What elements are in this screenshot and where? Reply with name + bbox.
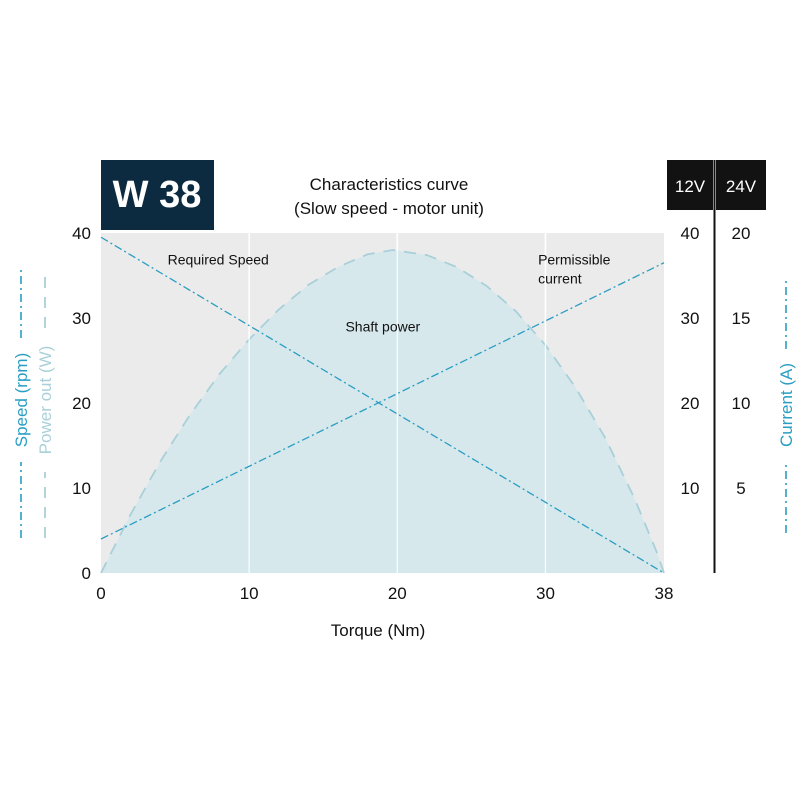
- y-24v-tick-20: 20: [732, 224, 751, 243]
- chart-title: Characteristics curve: [310, 175, 469, 194]
- chart-subtitle: (Slow speed - motor unit): [294, 199, 484, 218]
- y-left-tick-0: 0: [82, 564, 91, 583]
- y-axis-label-power: Power out (W): [36, 270, 55, 538]
- voltage-24v-label: 24V: [726, 177, 757, 196]
- y-left-tick-20: 20: [72, 394, 91, 413]
- power-label-text: Power out (W): [36, 346, 55, 455]
- annotation-shaft-power: Shaft power: [345, 319, 420, 335]
- annotation-required-speed: Required Speed: [168, 251, 269, 267]
- current-label-text: Current (A): [777, 363, 796, 447]
- x-tick-20: 20: [388, 584, 407, 603]
- y-12v-tick-20: 20: [681, 394, 700, 413]
- tick-labels: 0 10 20 30 38 0 10 20 30 40 10 20 30 40 5 10 15 20: [72, 224, 750, 603]
- x-tick-30: 30: [536, 584, 555, 603]
- model-badge-text: W 38: [113, 174, 202, 216]
- annotation-permissible-current-line2: current: [538, 270, 582, 286]
- y-24v-tick-5: 5: [736, 479, 745, 498]
- y-12v-tick-40: 40: [681, 224, 700, 243]
- speed-label-text: Speed (rpm): [12, 353, 31, 447]
- y-24v-tick-10: 10: [732, 394, 751, 413]
- y-left-tick-30: 30: [72, 309, 91, 328]
- model-badge: [101, 160, 214, 230]
- y-left-tick-10: 10: [72, 479, 91, 498]
- y-axis-label-current: Current (A): [777, 280, 796, 533]
- y-12v-tick-10: 10: [681, 479, 700, 498]
- y-axis-label-speed: Speed (rpm): [12, 270, 31, 538]
- series-layer: [100, 233, 665, 574]
- y-12v-tick-30: 30: [681, 309, 700, 328]
- y-left-tick-40: 40: [72, 224, 91, 243]
- voltage-12v-box: [667, 160, 713, 210]
- x-tick-10: 10: [240, 584, 259, 603]
- x-tick-0: 0: [96, 584, 105, 603]
- voltage-12v-label: 12V: [675, 177, 706, 196]
- x-axis-label: Torque (Nm): [331, 621, 425, 640]
- annotation-permissible-current-line1: Permissible: [538, 251, 611, 267]
- shaft-power-curve: [100, 249, 665, 574]
- required-speed-line: [100, 236, 665, 574]
- x-tick-38: 38: [655, 584, 674, 603]
- y-24v-tick-15: 15: [732, 309, 751, 328]
- voltage-24v-box: [716, 160, 766, 210]
- shaft-power-area: [101, 250, 664, 573]
